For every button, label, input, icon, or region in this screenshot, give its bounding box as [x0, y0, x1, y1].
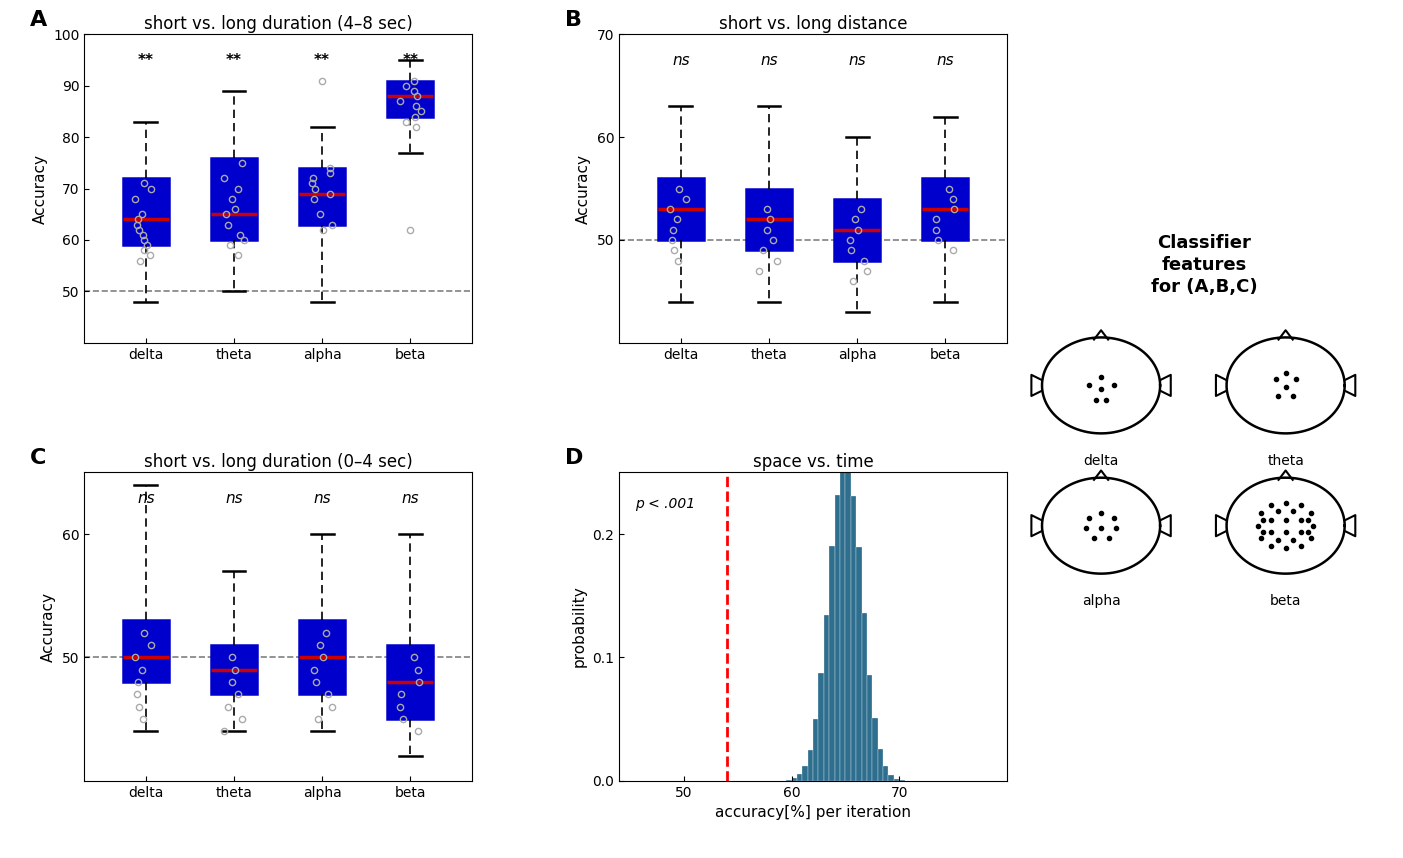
- PathPatch shape: [387, 645, 434, 719]
- Bar: [824, 615, 829, 781]
- Text: ns: ns: [224, 491, 243, 506]
- Text: ns: ns: [672, 53, 690, 68]
- Text: ns: ns: [313, 491, 331, 506]
- Bar: [867, 674, 873, 781]
- Text: A: A: [29, 9, 48, 30]
- Text: delta: delta: [1083, 454, 1118, 468]
- Bar: [803, 765, 808, 781]
- Bar: [791, 778, 797, 781]
- PathPatch shape: [746, 189, 791, 251]
- Y-axis label: Accuracy: Accuracy: [577, 154, 591, 224]
- Bar: [850, 496, 856, 781]
- PathPatch shape: [299, 620, 345, 694]
- Text: p < .001: p < .001: [634, 497, 694, 511]
- Title: space vs. time: space vs. time: [753, 453, 874, 471]
- Text: ns: ns: [849, 53, 866, 68]
- Y-axis label: Accuracy: Accuracy: [41, 591, 56, 662]
- X-axis label: accuracy[%] per iteration: accuracy[%] per iteration: [716, 805, 911, 820]
- Y-axis label: Accuracy: Accuracy: [32, 154, 48, 224]
- Bar: [829, 546, 835, 781]
- Text: B: B: [565, 9, 582, 30]
- Bar: [797, 774, 803, 781]
- Text: ns: ns: [760, 53, 777, 68]
- Bar: [814, 720, 818, 781]
- Text: **: **: [226, 53, 241, 68]
- Bar: [873, 717, 878, 781]
- Bar: [846, 456, 850, 781]
- Text: **: **: [314, 53, 330, 68]
- Bar: [888, 775, 894, 781]
- Y-axis label: probability: probability: [572, 586, 586, 668]
- Text: ns: ns: [137, 491, 154, 506]
- Bar: [861, 613, 867, 781]
- PathPatch shape: [299, 168, 345, 225]
- Bar: [856, 547, 861, 781]
- Bar: [882, 766, 888, 781]
- Text: ns: ns: [401, 491, 419, 506]
- PathPatch shape: [387, 81, 434, 117]
- Text: **: **: [403, 53, 418, 68]
- PathPatch shape: [835, 199, 880, 261]
- Text: theta: theta: [1267, 454, 1303, 468]
- Text: alpha: alpha: [1082, 594, 1121, 608]
- Title: short vs. long distance: short vs. long distance: [718, 15, 908, 33]
- Title: short vs. long duration (4–8 sec): short vs. long duration (4–8 sec): [143, 15, 412, 33]
- Bar: [840, 460, 846, 781]
- Bar: [808, 750, 814, 781]
- Text: ns: ns: [936, 53, 954, 68]
- Text: beta: beta: [1270, 594, 1302, 608]
- Text: D: D: [565, 448, 584, 468]
- Text: **: **: [137, 53, 154, 68]
- PathPatch shape: [123, 620, 168, 682]
- PathPatch shape: [658, 178, 704, 240]
- Bar: [835, 495, 840, 781]
- PathPatch shape: [922, 178, 968, 240]
- Text: C: C: [29, 448, 46, 468]
- PathPatch shape: [123, 178, 168, 245]
- PathPatch shape: [210, 158, 257, 240]
- PathPatch shape: [210, 645, 257, 694]
- Bar: [878, 749, 882, 781]
- Bar: [818, 673, 824, 781]
- Title: short vs. long duration (0–4 sec): short vs. long duration (0–4 sec): [143, 453, 412, 471]
- Text: Classifier
features
for (A,B,C): Classifier features for (A,B,C): [1150, 234, 1257, 297]
- Bar: [894, 779, 899, 781]
